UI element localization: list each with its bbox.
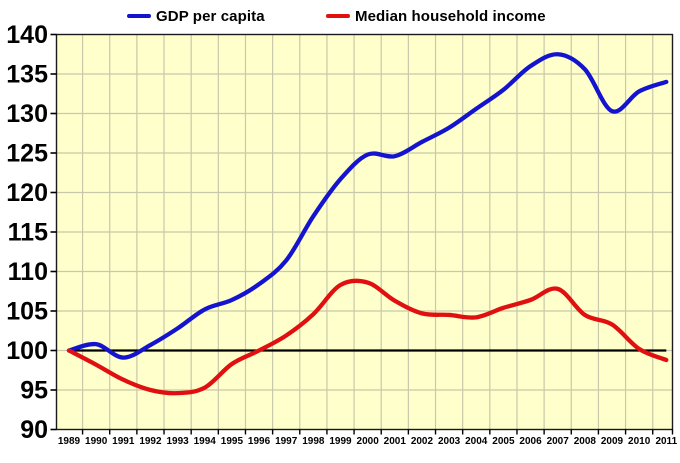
x-tick-label: 1998 [302,436,325,447]
x-tick-label: 1997 [275,436,298,447]
x-tick-label: 2011 [655,436,677,447]
x-tick-label: 2000 [357,436,380,447]
legend-item-median-income: Median household income [326,7,546,25]
x-tick-label: 1992 [139,436,162,447]
median-income-legend-label: Median household income [355,7,546,25]
x-tick-label: 1999 [329,436,352,447]
y-tick-label: 100 [6,337,48,365]
y-tick-label: 140 [6,21,48,49]
x-tick-label: 2002 [411,436,434,447]
median-income-line [66,278,669,396]
y-tick-label: 115 [8,219,48,247]
y-tick-label: 95 [20,377,48,405]
x-tick-label: 2009 [601,436,624,447]
legend-item-gdp: GDP per capita [127,7,265,25]
x-tick-label: 1990 [85,436,108,447]
gdp-legend-swatch-icon [127,13,151,19]
x-tick-label: 2004 [465,436,488,447]
x-tick-label: 1995 [221,436,244,447]
y-tick-label: 130 [6,100,48,128]
x-tick-label: 1993 [166,436,189,447]
y-tick-label: 125 [6,140,48,168]
x-tick-label: 2007 [547,436,570,447]
x-tick-label: 2005 [492,436,515,447]
x-tick-label: 1994 [194,436,217,447]
y-tick-label: 105 [6,298,48,326]
y-tick-label: 110 [8,258,48,286]
x-tick-label: 2001 [384,436,407,447]
y-tick-label: 90 [20,416,48,444]
y-tick-label: 120 [6,179,48,207]
gdp-line [66,52,669,360]
median-income-legend-swatch-icon [326,13,350,19]
x-tick-label: 1991 [112,436,135,447]
x-tick-label: 1996 [248,436,271,447]
x-tick-label: 2003 [438,436,461,447]
gdp-legend-label: GDP per capita [156,7,265,25]
y-tick-label: 135 [6,61,48,89]
x-tick-label: 1989 [58,436,81,447]
x-tick-label: 2010 [628,436,651,447]
x-tick-label: 2008 [574,436,597,447]
x-tick-label: 2006 [519,436,542,447]
